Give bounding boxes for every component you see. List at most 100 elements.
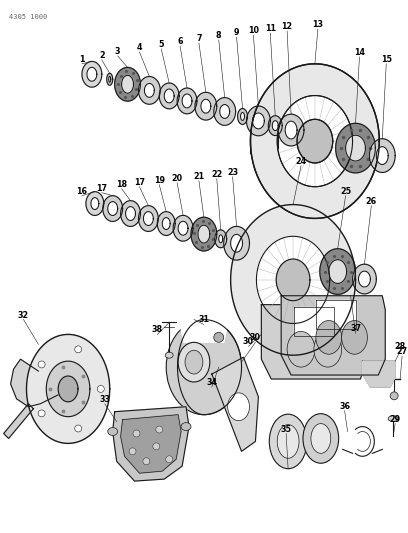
Ellipse shape: [311, 424, 331, 454]
Circle shape: [153, 443, 160, 450]
Polygon shape: [58, 376, 78, 402]
Text: 20: 20: [171, 174, 183, 183]
Polygon shape: [179, 319, 228, 342]
Polygon shape: [251, 64, 379, 219]
Text: 36: 36: [339, 402, 350, 411]
Polygon shape: [220, 104, 230, 118]
Ellipse shape: [178, 342, 210, 382]
Polygon shape: [86, 192, 104, 215]
Polygon shape: [173, 215, 193, 241]
Ellipse shape: [108, 427, 118, 435]
Text: 31: 31: [198, 316, 209, 325]
Polygon shape: [121, 200, 140, 227]
Polygon shape: [138, 77, 160, 104]
Polygon shape: [241, 112, 244, 120]
Polygon shape: [82, 61, 102, 87]
Polygon shape: [87, 67, 97, 81]
Text: 4: 4: [137, 43, 142, 52]
Text: 1: 1: [79, 55, 85, 64]
Text: 19: 19: [154, 176, 165, 185]
Circle shape: [214, 333, 224, 342]
Polygon shape: [237, 109, 248, 124]
Polygon shape: [253, 113, 264, 129]
Polygon shape: [246, 106, 270, 136]
Text: 11: 11: [265, 24, 276, 33]
Polygon shape: [144, 84, 154, 98]
Polygon shape: [256, 236, 330, 324]
Polygon shape: [353, 264, 376, 294]
Polygon shape: [272, 120, 278, 131]
Polygon shape: [121, 415, 181, 473]
Polygon shape: [182, 94, 192, 108]
Ellipse shape: [165, 352, 173, 358]
Text: 17: 17: [134, 177, 145, 187]
Text: 33: 33: [99, 395, 110, 404]
Polygon shape: [138, 206, 158, 231]
Circle shape: [143, 458, 150, 465]
Polygon shape: [115, 67, 140, 101]
Text: 30: 30: [250, 333, 261, 342]
Polygon shape: [164, 89, 174, 103]
Polygon shape: [109, 76, 111, 82]
Circle shape: [98, 385, 104, 392]
Ellipse shape: [303, 414, 339, 463]
Polygon shape: [224, 227, 249, 260]
Circle shape: [75, 346, 82, 353]
Circle shape: [129, 448, 136, 455]
Polygon shape: [376, 147, 388, 165]
Circle shape: [75, 425, 82, 432]
Polygon shape: [198, 225, 210, 243]
Polygon shape: [11, 359, 60, 407]
Polygon shape: [362, 361, 395, 387]
Polygon shape: [278, 114, 304, 146]
Polygon shape: [144, 212, 153, 225]
Polygon shape: [4, 404, 33, 439]
Text: 17: 17: [96, 184, 107, 192]
Polygon shape: [346, 135, 366, 161]
Polygon shape: [219, 235, 223, 243]
Ellipse shape: [314, 332, 341, 367]
Polygon shape: [329, 260, 347, 284]
Polygon shape: [162, 217, 170, 230]
Ellipse shape: [388, 416, 398, 422]
Text: 13: 13: [313, 20, 324, 29]
Ellipse shape: [181, 423, 191, 431]
Text: 6: 6: [177, 37, 183, 46]
Polygon shape: [212, 357, 258, 451]
Text: 8: 8: [216, 31, 222, 40]
Ellipse shape: [341, 320, 368, 354]
Text: 34: 34: [206, 378, 217, 387]
Text: 38: 38: [152, 325, 163, 334]
Text: 3: 3: [115, 47, 120, 56]
Text: 21: 21: [193, 172, 204, 181]
Text: 14: 14: [354, 48, 365, 57]
Polygon shape: [320, 249, 355, 294]
Polygon shape: [103, 196, 122, 221]
Text: 18: 18: [116, 180, 127, 189]
Polygon shape: [195, 92, 217, 120]
Text: 23: 23: [227, 168, 238, 177]
Polygon shape: [46, 361, 90, 417]
Polygon shape: [359, 271, 370, 287]
Ellipse shape: [287, 332, 315, 367]
Polygon shape: [262, 305, 364, 379]
Text: 27: 27: [397, 347, 408, 356]
Text: 25: 25: [340, 187, 351, 196]
Polygon shape: [177, 319, 242, 415]
Text: 24: 24: [295, 157, 306, 166]
Circle shape: [133, 430, 140, 437]
Circle shape: [390, 392, 398, 400]
Text: 29: 29: [390, 415, 401, 424]
Text: 15: 15: [381, 55, 392, 64]
Ellipse shape: [228, 393, 249, 421]
Polygon shape: [336, 123, 375, 173]
Polygon shape: [157, 212, 175, 236]
Polygon shape: [191, 217, 217, 251]
Polygon shape: [107, 74, 113, 85]
Polygon shape: [177, 88, 197, 114]
Polygon shape: [276, 259, 310, 301]
Polygon shape: [316, 300, 355, 329]
Ellipse shape: [166, 319, 242, 415]
Text: 22: 22: [211, 170, 222, 179]
Polygon shape: [201, 99, 211, 113]
